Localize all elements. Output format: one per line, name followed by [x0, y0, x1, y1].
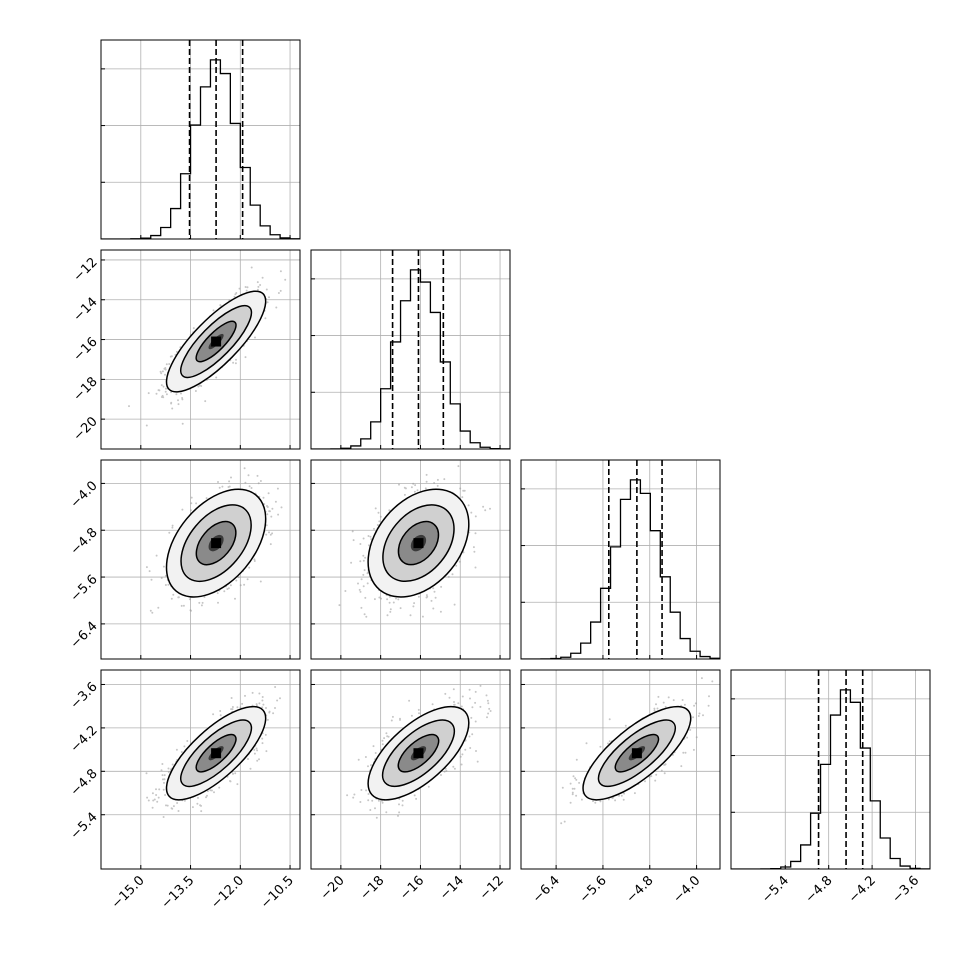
- xtick-label-0: −6.4: [530, 873, 563, 906]
- panel-frame: [310, 249, 511, 450]
- density-panel-3-1: −20 −18 −16 −14 −12: [310, 669, 511, 903]
- xtick-label-3: −10.5: [258, 873, 297, 912]
- density-panel-2-1: [310, 459, 511, 660]
- histogram-panel-1: [310, 249, 511, 450]
- density-panel-2-0: −6.4 −5.6 −4.8 −4.0: [68, 459, 301, 660]
- ytick-label-0: −20: [71, 414, 101, 444]
- histogram-steps-0: [101, 59, 300, 239]
- panel-frame: [100, 39, 301, 240]
- ytick-label-4: −12: [71, 255, 101, 285]
- xtick-label-1: −13.5: [159, 873, 198, 912]
- ytick-label-0: −6.4: [68, 619, 101, 652]
- ytick-label-3: −3.6: [68, 680, 101, 713]
- density-panel-3-0: −5.4 −4.8 −4.2 −3.6 −15.0 −13.5 −12.0 −10.5: [68, 669, 301, 912]
- contour-2: [195, 320, 237, 363]
- density-panel-1-0: −20 −18 −16 −14 −12: [71, 249, 301, 450]
- xtick-label-1: −4.8: [803, 873, 836, 906]
- panel-frame: [310, 459, 511, 660]
- contour-2: [397, 520, 440, 566]
- ytick-label-2: −16: [71, 335, 101, 365]
- ytick-label-3: −14: [71, 295, 101, 325]
- density-peak: [211, 748, 222, 759]
- contour-1: [180, 504, 252, 583]
- contour-0: [165, 290, 267, 393]
- density-peak: [211, 538, 222, 549]
- contour-2: [195, 733, 237, 773]
- density-peak: [211, 336, 222, 347]
- contour-2: [614, 733, 660, 773]
- xtick-label-2: −4.2: [846, 873, 879, 906]
- xtick-label-2: −4.8: [624, 873, 657, 906]
- histogram-panel-2: [520, 459, 721, 660]
- panel-frame: [730, 669, 931, 870]
- ytick-label-1: −4.8: [68, 766, 101, 799]
- panel-frame: [520, 459, 721, 660]
- histogram-steps-2: [521, 479, 720, 659]
- xtick-label-0: −20: [318, 873, 348, 903]
- contour-2: [195, 520, 237, 566]
- density-peak: [413, 748, 424, 759]
- contour-1: [180, 304, 253, 379]
- panel-frame: [520, 669, 721, 870]
- contour-1: [381, 719, 455, 788]
- histogram-panel-0: [100, 39, 301, 240]
- ytick-label-2: −4.8: [68, 525, 101, 558]
- xtick-label-2: −12.0: [208, 873, 247, 912]
- panel-frame: [100, 249, 301, 450]
- xtick-label-3: −3.6: [889, 873, 922, 906]
- contour-0: [165, 705, 267, 801]
- panel-frame: [100, 459, 301, 660]
- panel-frame: [310, 669, 511, 870]
- contour-0: [367, 488, 470, 598]
- contour-2: [397, 733, 440, 773]
- xtick-label-0: −15.0: [109, 873, 148, 912]
- histogram-panel-3: −5.4 −4.8 −4.2 −3.6: [730, 669, 931, 906]
- ytick-label-1: −5.6: [68, 572, 101, 605]
- contour-0: [582, 705, 692, 801]
- xtick-label-1: −5.6: [577, 873, 610, 906]
- xtick-label-3: −14: [437, 873, 467, 903]
- density-peak: [631, 748, 642, 759]
- density-peak: [413, 538, 424, 549]
- contour-1: [597, 719, 676, 788]
- xtick-label-0: −5.4: [759, 873, 792, 906]
- ytick-label-2: −4.2: [68, 723, 101, 756]
- contour-1: [180, 719, 253, 788]
- ytick-label-3: −4.0: [68, 478, 101, 511]
- xtick-label-2: −16: [397, 873, 427, 903]
- xtick-label-1: −18: [357, 873, 387, 903]
- xtick-label-3: −4.0: [670, 873, 703, 906]
- panel-frame: [100, 669, 301, 870]
- contour-0: [367, 705, 470, 801]
- density-panel-3-2: −6.4 −5.6 −4.8 −4.0: [520, 669, 721, 906]
- xtick-label-4: −12: [477, 873, 507, 903]
- ytick-label-1: −18: [71, 374, 101, 404]
- ytick-label-0: −5.4: [68, 810, 101, 843]
- histogram-steps-3: [731, 689, 930, 869]
- contour-0: [165, 488, 267, 598]
- contour-1: [382, 504, 455, 583]
